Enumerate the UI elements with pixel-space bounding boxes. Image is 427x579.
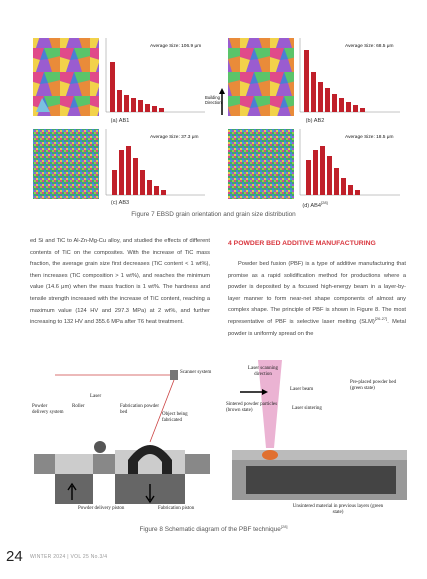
building-direction: Building Direction: [205, 95, 222, 105]
average-size: Average Size: 18.5 μm: [345, 135, 394, 140]
arrow-head: [219, 88, 225, 94]
panel-label: (a) AB1: [110, 118, 130, 124]
ebsd-map: [33, 129, 99, 199]
diagram-label: Laser: [90, 394, 102, 399]
figure-caption: Figure 8 Schematic diagram of the PBF te…: [139, 526, 281, 534]
diagram-label: Laser sintering: [292, 406, 322, 411]
pbf-machine: [34, 370, 210, 504]
diagram-label: Object being fabricated: [162, 412, 188, 423]
section-heading: 4 POWDER BED ADDITIVE MANUFACTURING: [228, 240, 376, 247]
sintering-detail: [232, 360, 407, 500]
panel-label: (d) AB4: [302, 202, 321, 209]
figure-caption-wrap: Figure 8 Schematic diagram of the PBF te…: [0, 524, 427, 533]
panel-label: (c) AB3: [110, 200, 130, 206]
diagram-label: Laser scanning direction: [247, 366, 279, 377]
histogram-axes: [105, 38, 400, 196]
figure-8: [34, 360, 407, 504]
diagram-label: Pre-placed powder bed (green state): [350, 380, 397, 391]
histogram-bars: [110, 50, 365, 195]
average-size: Average Size: 68.5 μm: [345, 44, 394, 49]
diagram-label: Laser beam: [290, 387, 314, 392]
diagram-label: Powder delivery system: [32, 404, 64, 415]
text: Powder bed fusion (PBF) is a type of add…: [228, 261, 406, 325]
reference: [26-27]: [374, 316, 388, 322]
diagram-label: Roller: [72, 404, 85, 409]
text: . Metal powder is uniformly spread on th…: [228, 318, 406, 337]
diagram-label: Unsintered material in previous layers (…: [292, 504, 384, 515]
ebsd-map: [228, 129, 294, 199]
average-size: Average Size: 37.3 μm: [150, 135, 199, 140]
diagram-label: Fabrication piston: [158, 506, 195, 511]
ebsd-map: [228, 38, 294, 116]
body-text: ed Si and TiC to Al-Zn-Mg-Cu alloy, and …: [30, 238, 210, 326]
figure-caption: Figure 7 EBSD grain orientation and grai…: [131, 211, 296, 218]
average-size: Average Size: 106.9 μm: [150, 44, 202, 49]
body-text: Powder bed fusion (PBF) is a type of add…: [228, 259, 406, 340]
diagram-label: Fabrication powder bed: [120, 404, 160, 415]
reference: [28]: [280, 524, 288, 529]
ipf-legend: [36, 98, 50, 112]
page-number: 24: [6, 548, 23, 565]
diagram-label: Powder delivery piston: [78, 506, 125, 511]
reference: [28]: [320, 200, 328, 205]
diagram-label: Scanner system: [180, 370, 212, 375]
panel-label-wrap: (d) AB4[28]: [275, 200, 355, 209]
figure-7: [33, 38, 400, 199]
issue-info: WINTER 2024 | VOL 25 No.3/4: [30, 554, 108, 560]
panel-label: (b) AB2: [305, 118, 325, 124]
diagram-label: Sintered powder particles (brown state): [226, 402, 278, 413]
